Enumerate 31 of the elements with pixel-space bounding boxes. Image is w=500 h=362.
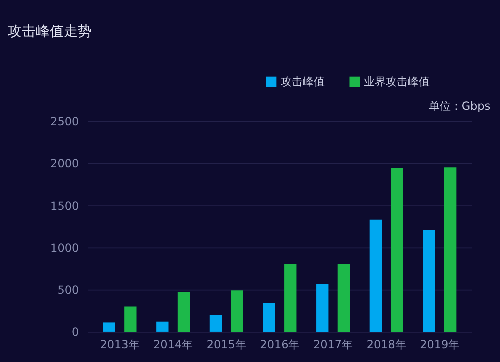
y-tick-label: 0	[72, 326, 80, 340]
bar	[231, 290, 244, 332]
bar	[370, 220, 382, 332]
bar	[391, 168, 404, 332]
bar	[423, 230, 436, 332]
x-tick-label: 2017年	[314, 338, 354, 352]
x-tick-label: 2014年	[154, 338, 194, 352]
bar	[338, 264, 350, 332]
chart-title: 攻击峰值走势	[8, 24, 92, 40]
y-tick-label: 500	[58, 284, 80, 298]
bar	[124, 306, 137, 332]
bar	[444, 168, 457, 332]
bar	[156, 322, 169, 332]
x-tick-label: 2018年	[366, 338, 406, 352]
y-tick-label: 2500	[50, 116, 80, 129]
bar	[103, 322, 116, 332]
y-tick-label: 1500	[50, 200, 80, 213]
x-tick-label: 2016年	[260, 338, 300, 352]
x-tick-label: 2015年	[206, 338, 246, 352]
text: 单位：Gbps	[428, 100, 491, 114]
bar	[178, 292, 190, 332]
y-tick-label: 2000	[50, 158, 80, 171]
legend-label: 攻击峰值	[280, 76, 325, 89]
y-tick-label: 1000	[50, 242, 80, 255]
x-tick-label: 2019年	[420, 338, 460, 352]
bar	[210, 315, 222, 332]
x-tick-label: 2013年	[100, 338, 140, 352]
legend-label: 业界攻击峰值	[364, 76, 430, 89]
bar	[316, 284, 329, 332]
bar	[284, 264, 297, 332]
bar	[263, 303, 276, 332]
